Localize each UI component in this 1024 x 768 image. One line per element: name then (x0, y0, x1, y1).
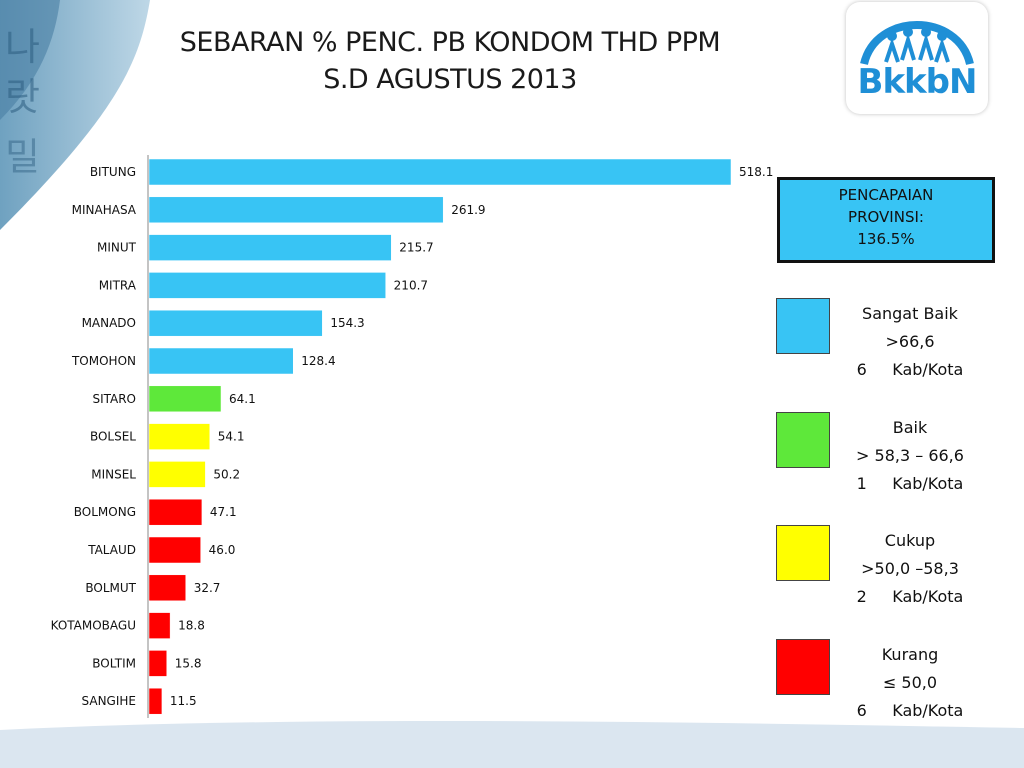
category-label-mitra: MITRA (99, 278, 137, 292)
value-label-sangihe: 11.5 (170, 694, 197, 708)
legend-label: Cukup (884, 531, 936, 550)
category-label-bitung: BITUNG (90, 165, 136, 179)
legend-swatch-cukup (776, 525, 830, 581)
category-label-bolmong: BOLMONG (74, 505, 136, 519)
bar-bitung (148, 158, 732, 186)
bar-minahasa (148, 196, 444, 224)
bar-manado (148, 309, 323, 337)
bar-sitaro (148, 385, 222, 413)
bar-tomohon (148, 347, 294, 375)
legend-baik: Baik > 58,3 – 66,6 1 Kab/Kota (838, 414, 982, 498)
category-label-boltim: BOLTIM (92, 656, 136, 670)
legend-label: Kurang (881, 645, 939, 664)
category-label-bolmut: BOLMUT (85, 581, 136, 595)
legend-range: >50,0 –58,3 (861, 559, 959, 578)
value-label-tomohon: 128.4 (301, 354, 335, 368)
title-line-1: SEBARAN % PENC. PB KONDOM THD PPM (179, 27, 721, 58)
legend-kurang: Kurang ≤ 50,0 6 Kab/Kota (838, 641, 982, 725)
category-label-sitaro: SITARO (92, 392, 136, 406)
provinsi-value: 136.5% (857, 230, 915, 248)
value-label-manado: 154.3 (330, 316, 364, 330)
bar-mitra (148, 272, 386, 299)
legend-count: 1 Kab/Kota (856, 474, 964, 493)
title-line-2: S.D AGUSTUS 2013 (323, 64, 577, 95)
provinsi-line-1: PENCAPAIAN (838, 186, 934, 204)
category-label-sangihe: SANGIHE (82, 694, 136, 708)
legend-cukup: Cukup >50,0 –58,3 2 Kab/Kota (838, 527, 982, 611)
bkkbn-logo: BkkbN (846, 2, 988, 114)
slide-title: SEBARAN % PENC. PB KONDOM THD PPM S.D AG… (60, 24, 840, 98)
category-label-tomohon: TOMOHON (71, 354, 136, 368)
legend-label: Sangat Baik (862, 304, 958, 323)
category-label-talaud: TALAUD (87, 543, 136, 557)
value-label-minsel: 50.2 (213, 467, 240, 481)
bar-sangihe (148, 687, 163, 715)
value-label-bolsel: 54.1 (218, 430, 245, 444)
value-label-mitra: 210.7 (394, 278, 428, 292)
svg-text:밀: 밀 (5, 135, 40, 179)
value-label-minahasa: 261.9 (451, 203, 485, 217)
value-label-talaud: 46.0 (209, 543, 236, 557)
category-label-kotamobagu: KOTAMOBAGU (51, 619, 136, 633)
svg-text:나: 나 (5, 25, 40, 69)
category-label-minut: MINUT (97, 241, 137, 255)
category-label-minahasa: MINAHASA (72, 203, 137, 217)
bar-kotamobagu (148, 612, 171, 639)
bar-minut (148, 234, 392, 261)
value-label-bolmut: 32.7 (194, 581, 221, 595)
legend-swatch-kurang (776, 639, 830, 695)
legend-count: 2 Kab/Kota (856, 587, 964, 606)
value-label-sitaro: 64.1 (229, 392, 256, 406)
logo-text: BkkbN (857, 62, 978, 102)
bar-boltim (148, 650, 167, 677)
svg-text:랏: 랏 (5, 75, 40, 119)
legend-label: Baik (892, 418, 928, 437)
value-label-bitung: 518.1 (739, 165, 773, 179)
bar-bolmong (148, 498, 203, 526)
provinsi-achievement-box: PENCAPAIAN PROVINSI: 136.5% (777, 177, 995, 263)
value-label-bolmong: 47.1 (210, 505, 237, 519)
legend-range: > 58,3 – 66,6 (856, 446, 964, 465)
legend-count: 6 Kab/Kota (856, 360, 964, 379)
logo-arc-people-icon (860, 21, 974, 66)
legend-range: >66,6 (885, 332, 935, 351)
category-label-manado: MANADO (82, 316, 136, 330)
category-label-minsel: MINSEL (91, 467, 136, 481)
value-label-minut: 215.7 (399, 241, 433, 255)
legend-swatch-sangat-baik (776, 298, 830, 354)
legend-range: ≤ 50,0 (882, 673, 938, 692)
bar-talaud (148, 536, 201, 564)
legend-count: 6 Kab/Kota (856, 701, 964, 720)
legend-sangat-baik: Sangat Baik >66,6 6 Kab/Kota (838, 300, 982, 384)
bar-bolsel (148, 423, 211, 450)
bar-bolmut (148, 574, 186, 602)
value-label-boltim: 15.8 (175, 656, 202, 670)
legend-swatch-baik (776, 412, 830, 468)
category-label-bolsel: BOLSEL (90, 430, 136, 444)
provinsi-line-2: PROVINSI: (848, 208, 924, 226)
bar-minsel (148, 461, 206, 488)
value-label-kotamobagu: 18.8 (178, 619, 205, 633)
